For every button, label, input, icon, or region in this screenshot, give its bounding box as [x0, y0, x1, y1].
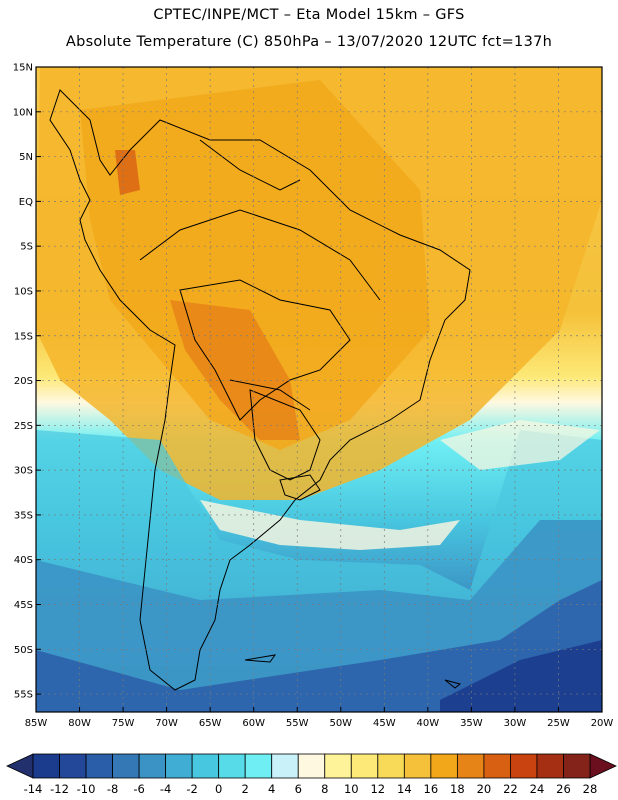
colorbar-label: -4 — [160, 782, 171, 796]
lon-label: 45W — [373, 718, 396, 729]
colorbar-swatch — [483, 753, 511, 779]
colorbar-label: 14 — [397, 782, 412, 796]
lon-label: 65W — [199, 718, 222, 729]
lat-label: 30S — [14, 466, 33, 477]
lat-label: 15S — [14, 331, 33, 342]
lat-label: 25S — [14, 421, 33, 432]
colorbar-label: 22 — [503, 782, 518, 796]
lat-label: 15N — [13, 63, 33, 74]
colorbar-swatch — [85, 753, 113, 779]
lon-label: 50W — [329, 718, 352, 729]
lon-label: 20W — [591, 718, 614, 729]
lon-label: 75W — [112, 718, 135, 729]
colorbar-swatch — [536, 753, 564, 779]
colorbar-label: 16 — [424, 782, 439, 796]
colorbar-label: 18 — [450, 782, 465, 796]
lat-label: 20S — [14, 376, 33, 387]
colorbar-swatch — [32, 753, 60, 779]
colorbar-swatch — [165, 753, 193, 779]
colorbar-swatch — [377, 753, 405, 779]
colorbar-swatch — [510, 753, 538, 779]
colorbar-label: 0 — [215, 782, 222, 796]
lon-label: 25W — [547, 718, 570, 729]
coastlines — [49, 89, 471, 691]
colorbar-label: 20 — [477, 782, 492, 796]
colorbar-label: -6 — [133, 782, 144, 796]
colorbar-swatch — [59, 753, 87, 779]
lon-label: 60W — [242, 718, 265, 729]
lon-label: 30W — [504, 718, 527, 729]
colorbar-label: 24 — [530, 782, 545, 796]
longitude-labels: 85W 80W 75W 70W 65W 60W 55W 50W 45W 40W 35W 30W 25W 2… — [25, 707, 614, 729]
colorbar-swatch — [218, 753, 246, 779]
colorbar-label: -8 — [107, 782, 118, 796]
colorbar-swatch — [563, 753, 591, 779]
colorbar-swatch — [112, 753, 140, 779]
colorbar-swatch — [271, 753, 299, 779]
lat-label: 35S — [14, 510, 33, 521]
lat-label: 5S — [20, 242, 33, 253]
colorbar-swatch — [191, 753, 220, 779]
colorbar-swatch — [244, 753, 273, 779]
lon-label: 35W — [460, 718, 483, 729]
lat-label: 40S — [14, 555, 33, 566]
chart-title: CPTEC/INPE/MCT – Eta Model 15km – GFS — [153, 7, 465, 23]
colorbar-label: 8 — [321, 782, 328, 796]
lat-label: EQ — [19, 197, 33, 208]
colorbar-label: 28 — [583, 782, 598, 796]
colorbar-swatch — [324, 753, 352, 779]
chart-subtitle: Absolute Temperature (C) 850hPa – 13/07/… — [65, 34, 553, 50]
colorbar-label: -2 — [186, 782, 197, 796]
colorbar-swatch — [297, 753, 326, 779]
colorbar-swatch — [138, 753, 167, 779]
colorbar-label: -12 — [50, 782, 69, 796]
lat-label: 55S — [14, 690, 33, 701]
colorbar-swatch — [350, 753, 379, 779]
colorbar-label: 6 — [295, 782, 302, 796]
lon-label: 70W — [155, 718, 178, 729]
map-frame — [35, 66, 603, 713]
colorbar-swatch — [403, 753, 432, 779]
latitude-labels: 15N 10N 5N EQ 5S 10S 15S 20S 25S 30S 35S 40S 45S 50S 5… — [13, 63, 41, 701]
lat-label: 10N — [13, 107, 33, 118]
lon-label: 55W — [286, 718, 309, 729]
lat-label: 5N — [19, 152, 33, 163]
colorbar-label: 10 — [344, 782, 359, 796]
lat-label: 10S — [14, 286, 33, 297]
colorbar-label: 4 — [268, 782, 275, 796]
lat-label: 45S — [14, 600, 33, 611]
colorbar-label: 12 — [370, 782, 385, 796]
lon-label: 85W — [25, 718, 48, 729]
colorbar-label: -10 — [77, 782, 96, 796]
temperature-field — [36, 67, 602, 712]
lon-label: 40W — [417, 718, 440, 729]
colorbar-label: 2 — [242, 782, 249, 796]
colorbar-min-arrow — [6, 753, 34, 779]
lon-label: 80W — [68, 718, 91, 729]
colorbar-max-arrow — [589, 753, 617, 779]
colorbar-swatch — [430, 753, 458, 779]
colorbar: -14 -12 -10 -8 -6 -4 -2 0 2 4 6 8 10 12 14 16 18 20 22 24 26… — [6, 753, 617, 796]
colorbar-label: -14 — [24, 782, 43, 796]
colorbar-swatch — [456, 753, 485, 779]
lat-label: 50S — [14, 645, 33, 656]
colorbar-label: 26 — [556, 782, 571, 796]
